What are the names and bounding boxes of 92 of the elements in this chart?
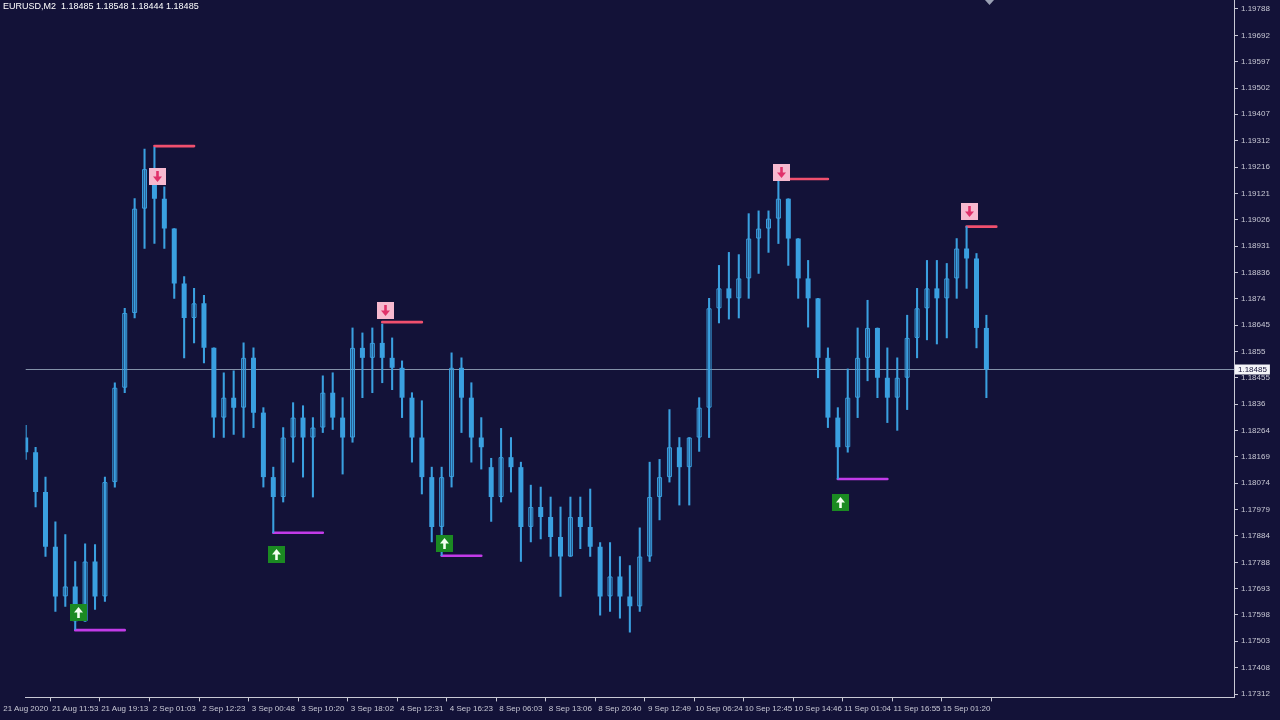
y-tick-label: 1.1855 <box>1241 346 1267 356</box>
candlestick <box>954 238 960 299</box>
candlestick <box>122 307 128 394</box>
y-tick-label: 1.19692 <box>1241 30 1271 40</box>
candlestick <box>112 382 118 488</box>
y-tick-label: 1.19407 <box>1241 109 1271 119</box>
candlestick <box>290 402 296 463</box>
candlestick <box>62 534 68 607</box>
candlestick <box>746 213 752 299</box>
y-tick-label: 1.19312 <box>1241 135 1271 145</box>
x-tick-label: 3 Sep 00:48 <box>251 704 296 714</box>
y-tick-label: 1.18455 <box>1241 372 1271 382</box>
x-tick-label: 10 Sep 14:46 <box>794 704 843 714</box>
candlestick <box>904 314 910 410</box>
candlestick <box>310 417 316 498</box>
y-tick-label: 1.18931 <box>1241 241 1271 251</box>
candlestick <box>696 397 702 452</box>
candlestick <box>736 254 742 319</box>
x-tick-label: 8 Sep 06:03 <box>499 704 544 714</box>
candlestick <box>241 342 247 438</box>
candlestick <box>350 327 356 443</box>
y-tick-label: 1.18264 <box>1241 425 1271 435</box>
candlestick <box>716 265 722 324</box>
y-tick-label: 1.17979 <box>1241 504 1271 514</box>
x-tick-label: 15 Sep 01:20 <box>942 704 991 714</box>
candlestick <box>280 427 286 503</box>
candlestick <box>686 437 692 506</box>
y-tick-label: 1.19121 <box>1241 188 1271 198</box>
candlestick <box>944 263 950 339</box>
x-tick-label: 8 Sep 20:40 <box>598 704 643 714</box>
candlestick <box>647 461 653 562</box>
candlestick <box>637 527 643 612</box>
candlestick <box>558 506 564 597</box>
candlestick <box>567 496 573 557</box>
candlestick <box>756 210 762 274</box>
x-tick-label: 11 Sep 01:04 <box>844 704 892 714</box>
x-tick-label: 4 Sep 16:23 <box>449 704 494 714</box>
candlestick <box>666 409 672 483</box>
y-tick-label: 1.17598 <box>1241 610 1271 620</box>
x-tick-label: 9 Sep 12:49 <box>647 704 692 714</box>
candlestick <box>320 375 326 433</box>
y-tick-label: 1.17408 <box>1241 662 1271 672</box>
candlestick <box>102 476 108 602</box>
candlestick <box>775 178 781 244</box>
x-tick-label: 2 Sep 12:23 <box>202 704 246 714</box>
y-tick-label: 1.19597 <box>1241 56 1271 66</box>
y-tick-label: 1.18074 <box>1241 478 1271 488</box>
x-tick-label: 10 Sep 06:24 <box>695 704 744 714</box>
candlestick <box>607 542 613 612</box>
y-tick-label: 1.17788 <box>1241 557 1271 567</box>
candlestick <box>894 357 900 431</box>
ref-line-label: 1.18485 <box>1238 365 1268 375</box>
y-tick-label: 1.19788 <box>1241 4 1271 14</box>
y-tick-label: 1.18836 <box>1241 267 1271 277</box>
x-tick-label: 3 Sep 10:20 <box>301 704 345 714</box>
y-tick-label: 1.19502 <box>1241 83 1271 93</box>
candlestick <box>855 327 861 418</box>
x-tick-label: 2 Sep 01:03 <box>152 704 197 714</box>
y-tick-label: 1.1836 <box>1241 399 1267 409</box>
candlestick <box>191 288 197 344</box>
y-tick-label: 1.18645 <box>1241 320 1271 330</box>
y-tick-label: 1.17503 <box>1241 636 1271 646</box>
candlestick <box>528 484 534 543</box>
candlestick <box>498 428 504 503</box>
y-tick-label: 1.1874 <box>1241 294 1267 304</box>
y-tick-label: 1.17693 <box>1241 583 1271 593</box>
x-tick-label: 8 Sep 13:06 <box>548 704 593 714</box>
candlestick <box>449 352 455 488</box>
candlestick <box>845 368 851 453</box>
x-tick-label: 4 Sep 12:31 <box>400 704 444 714</box>
y-tick-label: 1.17312 <box>1241 689 1271 699</box>
x-tick-label: 21 Aug 2020 <box>3 704 49 714</box>
candlestick <box>142 148 148 249</box>
candlestick <box>865 299 871 382</box>
y-tick-label: 1.19026 <box>1241 214 1271 224</box>
candlestick <box>706 298 712 438</box>
candlestick <box>914 288 920 359</box>
x-tick-label: 10 Sep 12:45 <box>744 704 793 714</box>
candlestick <box>221 372 227 438</box>
x-tick-label: 11 Sep 16:55 <box>893 704 942 714</box>
y-tick-label: 1.17884 <box>1241 530 1271 540</box>
x-tick-label: 21 Aug 19:13 <box>101 704 149 714</box>
y-tick-label: 1.19216 <box>1241 162 1271 172</box>
candlestick <box>369 327 375 394</box>
x-tick-label: 21 Aug 11:53 <box>51 704 100 714</box>
candlestick <box>132 198 138 319</box>
y-tick-label: 1.18169 <box>1241 452 1271 462</box>
chart-title: EURUSD,M2 1.18485 1.18548 1.18444 1.18485 <box>3 1 199 12</box>
candlestick <box>766 210 771 253</box>
x-tick-label: 3 Sep 18:02 <box>350 704 395 714</box>
candlestick <box>924 260 930 341</box>
candlestick <box>657 459 663 521</box>
